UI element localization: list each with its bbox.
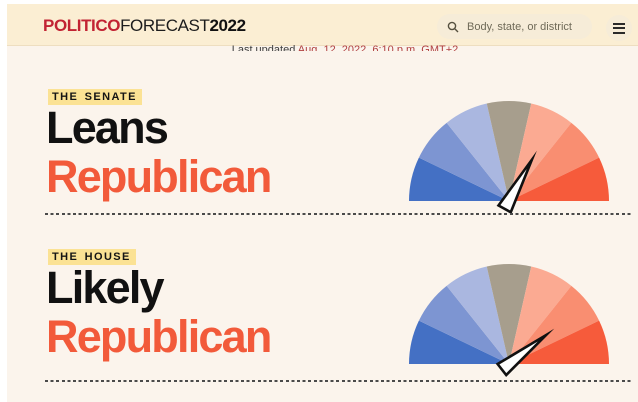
gauge-segment-lean-republican	[509, 266, 572, 364]
gauge-segment-toss-up	[486, 264, 532, 364]
gauge-segment-toss-up	[486, 101, 532, 201]
gauge-segment-likely-democratic	[418, 122, 509, 201]
section-divider	[45, 213, 633, 215]
search-box[interactable]	[437, 14, 592, 39]
gauge-needle	[496, 150, 537, 215]
section-divider	[45, 380, 633, 382]
house-kicker[interactable]: THE HOUSE	[48, 249, 136, 265]
logo-forecast: FORECAST	[120, 16, 210, 35]
gauge-needle	[495, 328, 555, 378]
gauge-segment-lean-democratic	[446, 103, 509, 201]
gauge-segment-solid-republican	[509, 157, 609, 201]
search-icon	[447, 21, 459, 32]
gauge-segment-likely-republican	[509, 122, 600, 201]
site-header: POLITICOFORECAST2022	[7, 4, 638, 46]
hamburger-menu-button[interactable]	[606, 15, 632, 41]
hamburger-icon	[613, 22, 625, 25]
senate-kicker[interactable]: THE SENATE	[48, 89, 142, 105]
search-input[interactable]	[465, 19, 582, 34]
politico-forecast-logo[interactable]: POLITICOFORECAST2022	[43, 16, 246, 36]
logo-year: 2022	[209, 16, 246, 35]
gauge-segment-solid-republican	[509, 320, 609, 364]
house-party-word: Republican	[46, 311, 272, 362]
senate-party-word: Republican	[46, 151, 272, 202]
gauge-segment-solid-democratic	[409, 320, 509, 364]
gauge-segment-lean-democratic	[446, 266, 509, 364]
senate-gauge-chart	[409, 101, 609, 215]
last-updated-date: Aug. 12, 2022, 6:10 p.m. GMT+2	[297, 45, 459, 51]
house-gauge-chart	[409, 264, 609, 378]
senate-forecast-headline: Leans Republican	[46, 102, 272, 202]
gauge-segment-solid-democratic	[409, 157, 509, 201]
house-forecast-headline: Likely Republican	[46, 262, 272, 362]
house-rating-word: Likely	[46, 262, 165, 313]
gauge-segment-likely-democratic	[418, 285, 509, 364]
senate-rating-word: Leans	[46, 102, 169, 153]
last-updated-line: Last updated Aug. 12, 2022, 6:10 p.m. GM…	[52, 45, 638, 51]
last-updated-label: Last updated	[231, 45, 298, 51]
logo-politico: POLITICO	[43, 16, 121, 35]
